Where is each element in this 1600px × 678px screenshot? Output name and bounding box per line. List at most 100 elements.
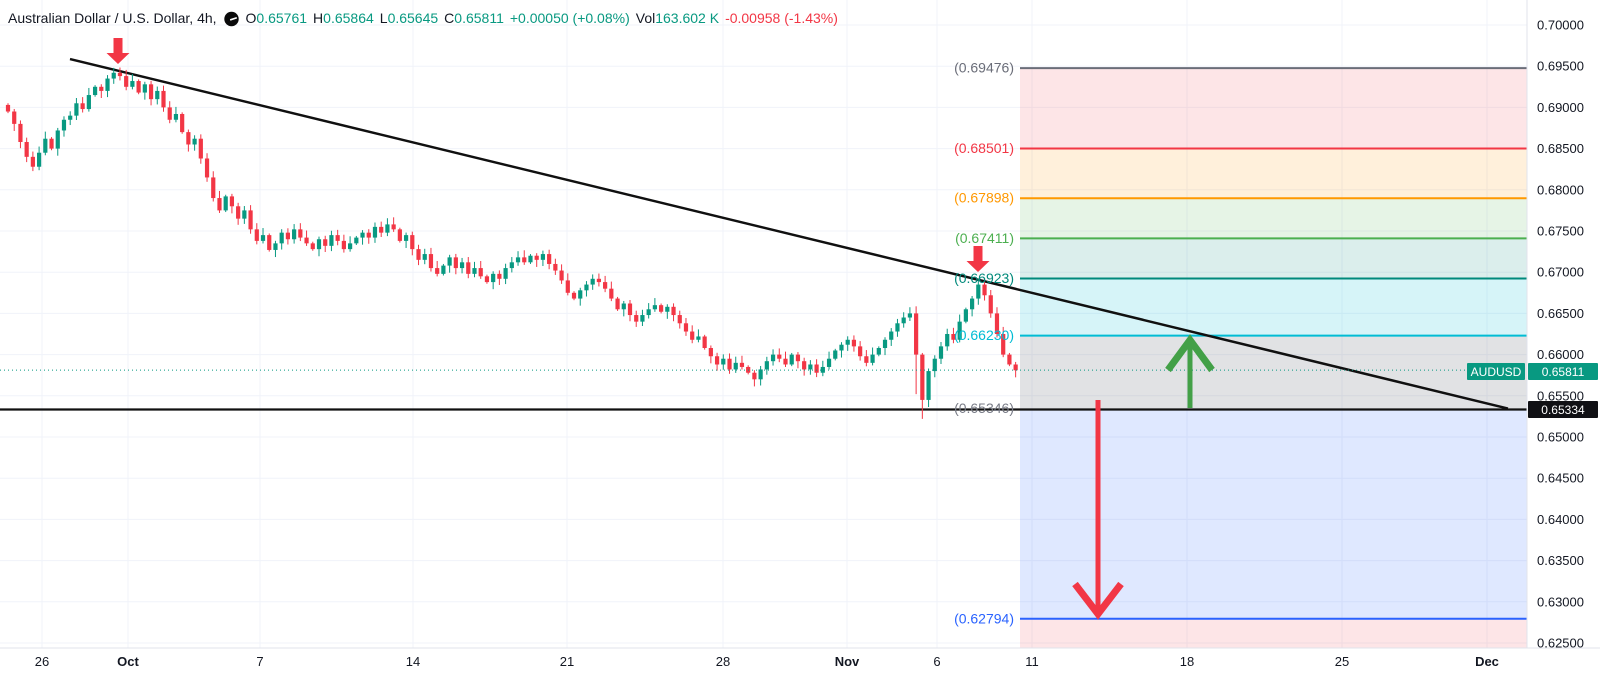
candle-body	[167, 107, 172, 120]
zone-fill[interactable]	[1020, 335, 1527, 409]
zone-fill[interactable]	[1020, 618, 1527, 648]
ohlc-close: C0.65811	[444, 10, 504, 26]
candle-body	[559, 270, 564, 281]
zone-fill[interactable]	[1020, 198, 1527, 239]
current-price-badge[interactable]: 0.65811	[1528, 363, 1598, 380]
ohlc-open: O0.65761	[245, 10, 308, 26]
candle-body	[864, 356, 869, 363]
level-price-label: (0.67898)	[954, 190, 1014, 206]
volume: Vol163.602 K	[635, 10, 720, 26]
price-axis-label: 0.65500	[1537, 388, 1584, 403]
zone-fill[interactable]	[1020, 68, 1527, 149]
open-value: 0.65761	[256, 10, 308, 26]
level-price-label: (0.65346)	[954, 400, 1014, 416]
volume-value: 163.602 K	[655, 10, 720, 26]
time-axis-label: 25	[1335, 654, 1349, 669]
candle-body	[136, 81, 141, 93]
candle-body	[354, 237, 359, 244]
level-price-label: (0.68501)	[954, 140, 1014, 156]
candle-body	[584, 284, 589, 291]
candle-body	[820, 366, 825, 373]
candle-body	[596, 278, 601, 283]
candle-body	[895, 323, 900, 332]
candle-body	[1001, 334, 1006, 355]
candle-body	[267, 235, 272, 250]
candle-body	[901, 317, 906, 324]
price-axis-label: 0.63500	[1537, 553, 1584, 568]
zone-fill[interactable]	[1020, 148, 1527, 199]
candle-body	[870, 354, 875, 363]
bear-projection-arrow-head[interactable]	[1072, 581, 1124, 620]
candle-body	[248, 210, 253, 230]
candle-body	[839, 344, 844, 351]
time-axis-label: 11	[1025, 654, 1039, 669]
zone-fill[interactable]	[1020, 278, 1527, 336]
horizontal-line-price-badge[interactable]: 0.65334	[1528, 401, 1598, 418]
candle-body	[391, 224, 396, 230]
bull-projection-arrow-head[interactable]	[1165, 334, 1215, 373]
time-axis-label: 26	[35, 654, 49, 669]
candle-body	[603, 282, 608, 289]
bar-change: +0.00050 (+0.08%)	[509, 10, 630, 26]
high-value: 0.65864	[323, 10, 374, 26]
candle-body	[55, 130, 60, 149]
bear-arrow-top[interactable]	[106, 38, 130, 64]
candle-body	[416, 249, 421, 260]
candle-body	[503, 268, 508, 279]
candle-body	[777, 354, 782, 359]
candle-body	[18, 123, 23, 143]
candle-body	[907, 313, 912, 318]
candle-body	[652, 305, 657, 310]
zone-fill[interactable]	[1020, 238, 1527, 279]
price-label-symbol-badge[interactable]: AUDUSD	[1467, 363, 1525, 380]
candle-body	[770, 354, 776, 362]
candle-body	[403, 235, 409, 241]
price-axis-label: 0.64000	[1537, 512, 1584, 527]
level-price-label: (0.66230)	[954, 327, 1014, 343]
candle-body	[509, 262, 514, 269]
candle-body	[994, 313, 1000, 334]
candle-body	[372, 226, 378, 238]
candle-body	[957, 321, 962, 340]
ohlc-high: H0.65864	[313, 10, 374, 26]
candle-body	[105, 78, 110, 91]
candle-body	[124, 76, 129, 87]
price-axis-label: 0.64500	[1537, 471, 1584, 486]
close-value: 0.65811	[454, 10, 504, 26]
candle-body	[1013, 364, 1018, 371]
candle-body	[242, 210, 247, 219]
candle-body	[260, 235, 266, 241]
candle-body	[988, 295, 993, 314]
candle-body	[553, 263, 558, 271]
candle-body	[963, 309, 968, 322]
price-axis-label: 0.67500	[1537, 224, 1584, 239]
candle-body	[211, 177, 216, 199]
candle-body	[826, 358, 832, 367]
candle-body	[708, 348, 713, 357]
candle-body	[453, 257, 458, 269]
symbol-title[interactable]: Australian Dollar / U.S. Dollar, 4h,	[8, 10, 217, 26]
candle-body	[926, 371, 931, 400]
time-axis[interactable]	[0, 648, 1600, 678]
zone-fill[interactable]	[1020, 408, 1527, 619]
chart-legend[interactable]: Australian Dollar / U.S. Dollar, 4h, O0.…	[8, 8, 838, 28]
candle-body	[858, 346, 863, 357]
candle-body	[683, 323, 689, 332]
candle-body	[49, 138, 54, 149]
price-axis-label: 0.62500	[1537, 636, 1584, 651]
price-axis[interactable]	[1527, 0, 1600, 648]
candle-body	[851, 339, 857, 347]
candle-body	[714, 356, 720, 365]
session-change: -0.00958 (-1.43%)	[725, 10, 838, 26]
candle-body	[621, 303, 626, 310]
candle-body	[665, 306, 670, 312]
descending-trendline[interactable]	[69, 57, 1509, 410]
candle-body	[764, 361, 769, 370]
candle-body	[808, 364, 813, 370]
candle-body	[497, 273, 502, 279]
candle-body	[279, 232, 284, 244]
time-axis-label: 18	[1180, 654, 1194, 669]
candle-body	[914, 313, 919, 355]
bear-arrow-retest[interactable]	[966, 246, 990, 272]
